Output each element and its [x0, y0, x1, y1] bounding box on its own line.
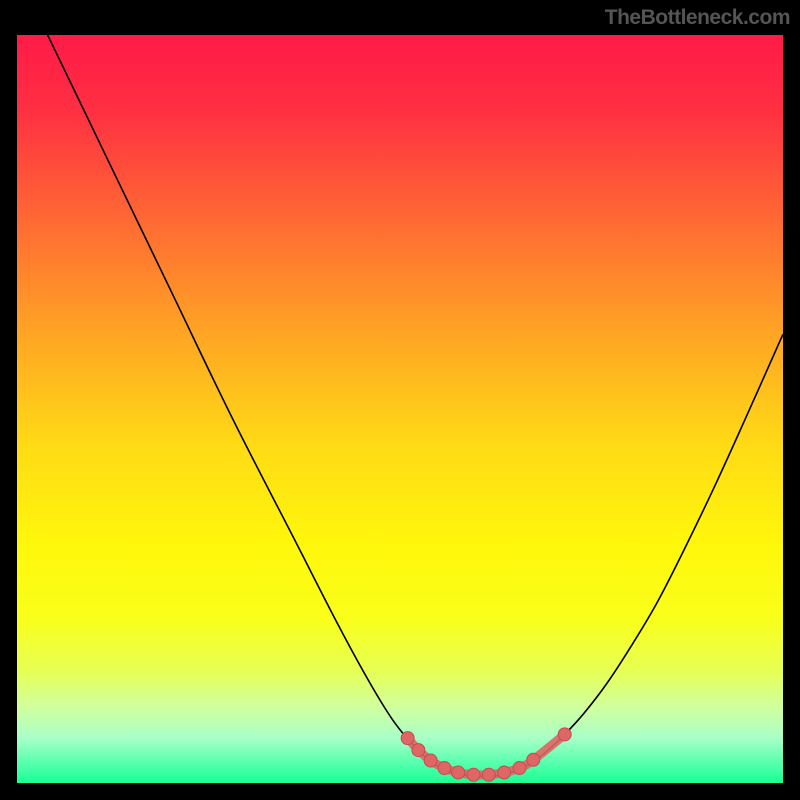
marker-dot [424, 754, 437, 767]
curve-right [515, 334, 783, 771]
marker-dot [438, 762, 451, 775]
marker-dot [452, 766, 465, 779]
marker-dot [513, 762, 526, 775]
curves-layer [17, 35, 783, 783]
marker-dot [412, 744, 425, 757]
marker-dot [401, 732, 414, 745]
watermark-text: TheBottleneck.com [605, 6, 790, 30]
curve-left [48, 35, 515, 776]
plot-area [17, 35, 783, 783]
bottleneck-chart: TheBottleneck.com [0, 0, 800, 800]
marker-dot [527, 753, 540, 766]
marker-dot [498, 766, 511, 779]
marker-dot [558, 728, 571, 741]
marker-dot [482, 768, 495, 781]
marker-dot [467, 768, 480, 781]
